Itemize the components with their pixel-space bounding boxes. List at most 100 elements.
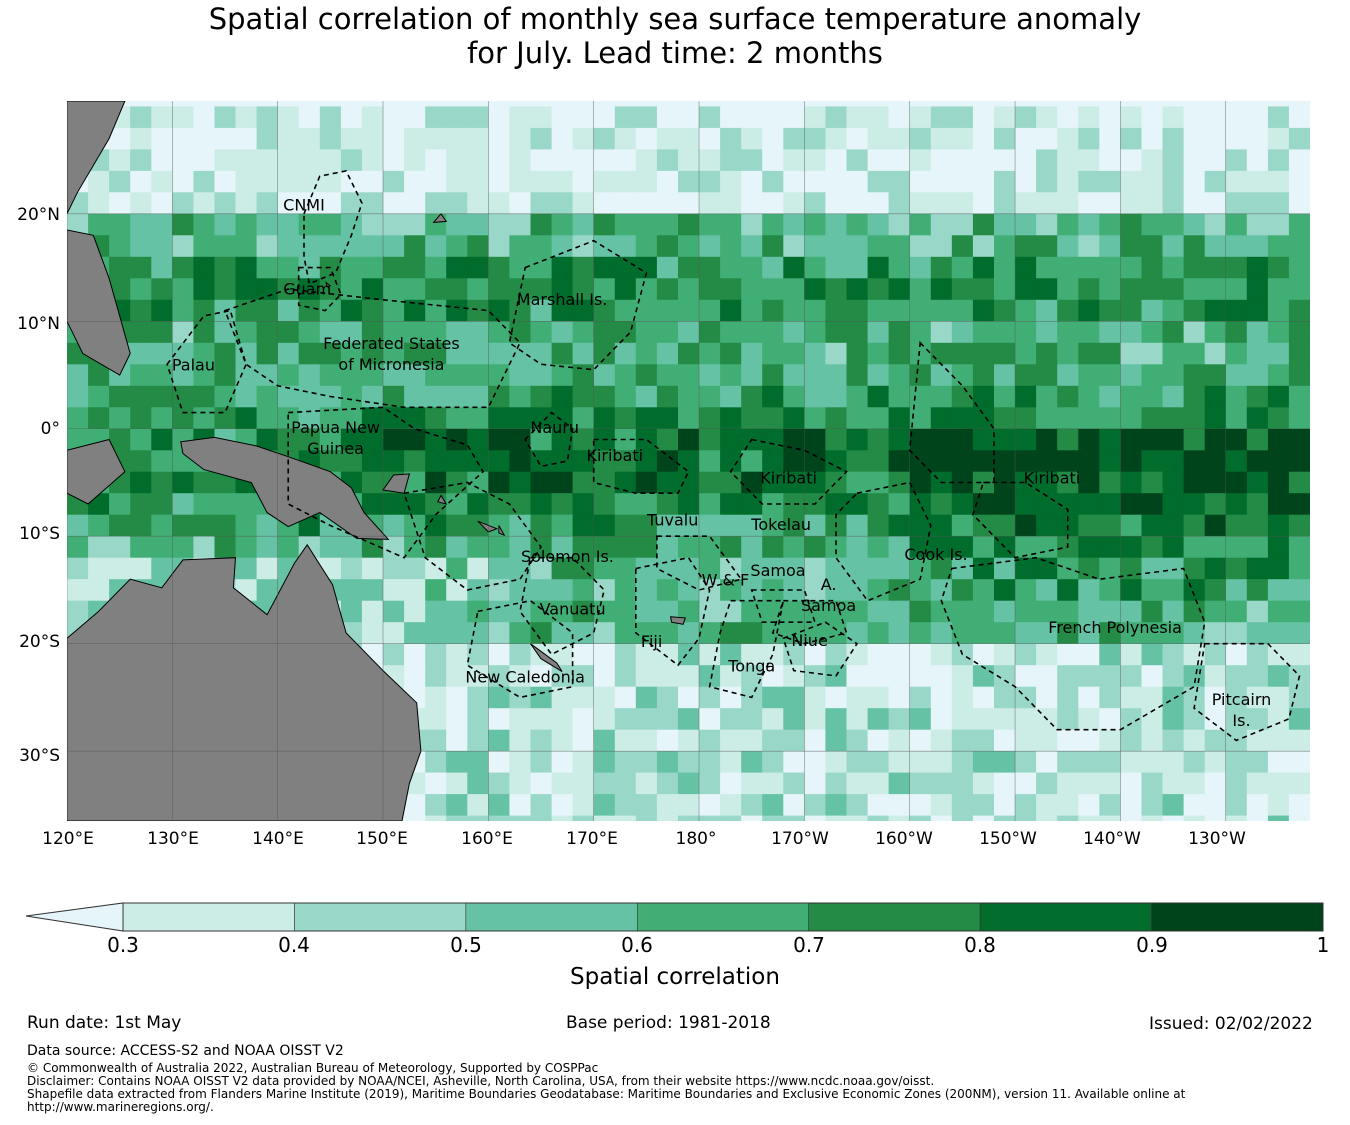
correlation-cell <box>1162 450 1185 473</box>
correlation-cell <box>530 106 553 129</box>
correlation-cell <box>930 815 953 821</box>
colorbar-bins <box>122 902 1324 932</box>
correlation-cell <box>1141 127 1164 150</box>
correlation-cell <box>530 471 553 494</box>
correlation-cell <box>1099 471 1121 494</box>
region-label: New Caledonia <box>465 667 585 686</box>
correlation-cell <box>1246 600 1269 623</box>
correlation-cell <box>551 665 574 688</box>
correlation-cell <box>1057 643 1079 666</box>
correlation-cell <box>1015 471 1037 494</box>
eez-boundary <box>166 309 247 414</box>
correlation-cell <box>109 536 131 559</box>
correlation-cell <box>172 536 194 559</box>
correlation-cell <box>361 278 384 301</box>
correlation-cell <box>488 235 511 258</box>
correlation-cell <box>1036 643 1058 666</box>
correlation-cell <box>172 342 194 365</box>
correlation-cell <box>509 665 532 688</box>
correlation-cell <box>1288 213 1310 236</box>
correlation-cell <box>1057 192 1079 215</box>
correlation-cell <box>635 536 658 559</box>
region-label: Kiribati <box>1024 469 1081 488</box>
correlation-cell <box>741 106 763 129</box>
correlation-cell <box>361 428 384 451</box>
correlation-cell <box>214 213 237 236</box>
correlation-cell <box>762 342 784 365</box>
correlation-cell <box>1267 278 1290 301</box>
correlation-cell <box>804 235 827 258</box>
correlation-cell <box>741 665 763 688</box>
correlation-cell <box>720 708 742 731</box>
correlation-cell <box>1204 321 1227 344</box>
correlation-cell <box>193 493 216 516</box>
correlation-cell <box>614 192 637 215</box>
correlation-cell <box>446 493 468 516</box>
correlation-cell <box>699 321 721 344</box>
correlation-cell <box>867 493 890 516</box>
correlation-cell <box>383 364 405 387</box>
correlation-cell <box>1078 278 1100 301</box>
correlation-cell <box>699 772 721 795</box>
correlation-cell <box>1015 751 1037 774</box>
correlation-cell <box>1120 579 1143 602</box>
correlation-cell <box>678 772 700 795</box>
correlation-cell <box>530 192 553 215</box>
correlation-cell <box>741 299 763 322</box>
correlation-cell <box>846 450 869 473</box>
correlation-cell <box>467 772 489 795</box>
correlation-cell <box>635 364 658 387</box>
eez-boundary <box>524 411 574 468</box>
correlation-cell <box>867 471 890 494</box>
correlation-cell <box>1288 321 1310 344</box>
correlation-cell <box>635 815 658 821</box>
correlation-cell <box>404 278 426 301</box>
correlation-cell <box>1099 493 1121 516</box>
correlation-cell <box>1057 170 1079 193</box>
correlation-cell <box>867 600 890 623</box>
correlation-cell <box>1183 643 1206 666</box>
correlation-cell <box>151 385 173 408</box>
correlation-cell <box>572 213 595 236</box>
correlation-cell <box>783 665 805 688</box>
correlation-cell <box>699 342 721 365</box>
correlation-cell <box>720 170 742 193</box>
correlation-cell <box>425 428 447 451</box>
run-date: Run date: 1st May <box>27 1013 182 1033</box>
correlation-cell <box>804 428 827 451</box>
correlation-cell <box>1183 235 1206 258</box>
correlation-cell <box>930 106 953 129</box>
correlation-cell <box>425 815 447 821</box>
correlation-cell <box>972 600 995 623</box>
correlation-cell <box>783 364 805 387</box>
correlation-cell <box>1162 407 1185 430</box>
correlation-cell <box>994 579 1016 602</box>
correlation-cell <box>635 170 658 193</box>
correlation-cell <box>298 342 321 365</box>
correlation-cell <box>678 450 700 473</box>
correlation-cell <box>1204 450 1227 473</box>
correlation-cell <box>972 686 995 709</box>
correlation-cell <box>214 493 237 516</box>
correlation-cell <box>1204 256 1227 279</box>
correlation-cell <box>256 579 279 602</box>
correlation-cell <box>762 450 784 473</box>
correlation-cell <box>193 235 216 258</box>
correlation-cell <box>172 385 194 408</box>
correlation-cell <box>783 600 805 623</box>
correlation-cell <box>888 299 911 322</box>
correlation-cell <box>551 299 574 322</box>
correlation-cell <box>1225 536 1248 559</box>
correlation-cell <box>446 514 468 537</box>
correlation-cell <box>446 170 468 193</box>
correlation-cell <box>1183 751 1206 774</box>
correlation-cell <box>720 213 742 236</box>
correlation-cell <box>699 450 721 473</box>
correlation-cell <box>888 106 911 129</box>
correlation-cell <box>783 299 805 322</box>
chart-title: Spatial correlation of monthly sea surfa… <box>0 2 1350 70</box>
correlation-cell <box>467 493 489 516</box>
correlation-cell <box>404 794 426 817</box>
correlation-cell <box>994 192 1016 215</box>
correlation-cell <box>488 815 511 821</box>
